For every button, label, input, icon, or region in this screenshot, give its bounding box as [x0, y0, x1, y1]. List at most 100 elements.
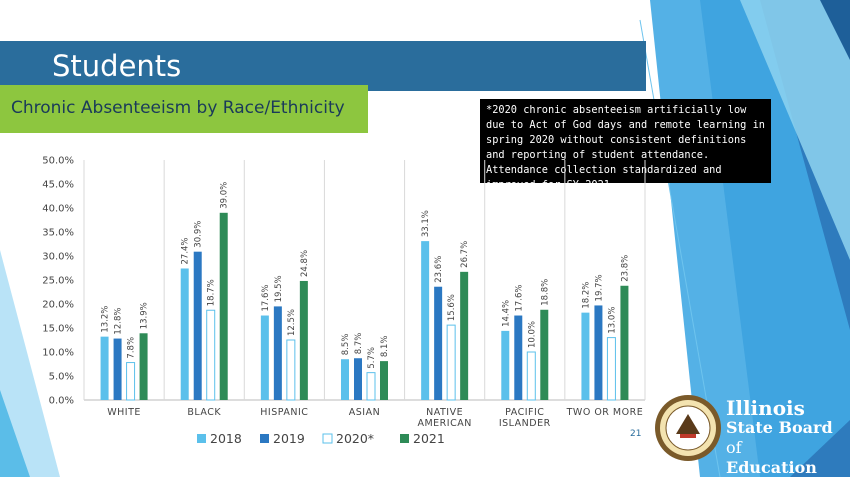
data-label: 13.0%: [607, 307, 617, 334]
bar: [126, 362, 136, 401]
legend-swatch: [260, 434, 269, 443]
x-tick-label: HISPANIC: [260, 407, 308, 418]
y-tick-label: 15.0%: [42, 324, 74, 335]
y-tick-label: 25.0%: [42, 276, 74, 287]
bar: [581, 312, 590, 400]
legend-label: 2021: [413, 431, 445, 446]
deco-shape: [820, 0, 850, 60]
bar: [341, 359, 349, 400]
bar: [380, 361, 388, 400]
legend-swatch: [322, 433, 333, 444]
bar: [526, 351, 536, 401]
deco-shape: [0, 390, 30, 477]
bar: [620, 285, 629, 400]
data-label: 18.8%: [540, 279, 550, 306]
y-tick-label: 45.0%: [42, 180, 74, 191]
data-label: 17.6%: [261, 285, 271, 312]
footnote-box: *2020 chronic absenteeism artificially l…: [480, 99, 771, 191]
logo-line-of: of: [726, 438, 742, 457]
data-label: 33.1%: [421, 210, 431, 237]
y-tick-label: 40.0%: [42, 204, 74, 215]
y-tick-label: 0.0%: [49, 396, 74, 407]
bar: [180, 268, 189, 400]
bar: [139, 333, 148, 400]
data-label: 19.5%: [274, 275, 284, 302]
data-label: 12.8%: [114, 308, 124, 335]
data-label: 7.8%: [127, 337, 137, 359]
logo-line-illinois: Illinois: [726, 396, 805, 420]
bar: [219, 212, 228, 400]
data-label: 10.0%: [527, 321, 537, 348]
bar: [354, 358, 362, 400]
legend-swatch: [197, 434, 206, 443]
bar: [514, 315, 523, 400]
bar: [421, 241, 430, 400]
bar: [286, 339, 296, 401]
y-tick-label: 20.0%: [42, 300, 74, 311]
bar: [540, 309, 549, 400]
bar: [193, 251, 202, 400]
data-label: 23.8%: [620, 255, 630, 282]
data-label: 39.0%: [220, 182, 230, 209]
bar: [366, 372, 376, 401]
y-tick-label: 5.0%: [49, 372, 74, 383]
bar-chart: 0.0% 5.0% 10.0% 15.0% 20.0% 25.0% 30.0% 35.0% 40…: [42, 156, 646, 446]
bar: [606, 337, 616, 401]
y-tick-label: 30.0%: [42, 252, 74, 263]
bar: [501, 330, 510, 400]
data-label: 19.7%: [594, 274, 604, 301]
bar: [460, 271, 469, 400]
legend-label: 2018: [210, 431, 242, 446]
x-tick-label: NATIVE: [426, 407, 463, 418]
data-label: 8.1%: [380, 336, 390, 358]
data-label: 17.6%: [514, 285, 524, 312]
data-label: 30.9%: [194, 221, 204, 248]
data-label: 13.9%: [140, 302, 150, 329]
legend-label: 2019: [273, 431, 305, 446]
y-tick-label: 50.0%: [42, 156, 74, 167]
data-label: 18.2%: [581, 282, 591, 309]
x-tick-label: TWO OR MORE: [566, 407, 644, 418]
legend-label: 2020*: [336, 431, 374, 446]
y-tick-label: 35.0%: [42, 228, 74, 239]
title-bar: [0, 41, 646, 91]
bar: [594, 305, 603, 400]
data-label: 8.7%: [354, 333, 364, 355]
x-tick-label: AMERICAN: [417, 418, 471, 429]
bar: [100, 336, 109, 400]
bar: [113, 338, 122, 400]
slide-title: Students: [52, 49, 182, 83]
x-tick-label: ISLANDER: [499, 418, 551, 429]
data-label: 23.6%: [434, 256, 444, 283]
data-label: 15.6%: [447, 294, 457, 321]
x-tick-label: BLACK: [187, 407, 221, 418]
subtitle-bar: [0, 85, 368, 133]
data-label: 18.7%: [207, 279, 217, 306]
deco-shape: [740, 0, 850, 260]
logo-line-state-board: State Board: [726, 418, 833, 437]
data-label: 12.5%: [287, 309, 297, 336]
legend-swatch: [400, 434, 409, 443]
data-label: 27.4%: [181, 237, 191, 264]
bar: [273, 306, 282, 400]
bar: [434, 286, 443, 400]
data-label: 24.8%: [300, 250, 310, 277]
bar: [260, 315, 269, 400]
x-tick-label: WHITE: [107, 407, 141, 418]
data-label: 14.4%: [501, 300, 511, 327]
deco-shape: [0, 250, 60, 477]
page-number: 21: [630, 429, 642, 439]
bar: [299, 280, 308, 400]
bar: [446, 324, 456, 401]
x-tick-label: ASIAN: [349, 407, 380, 418]
isbe-logo: [655, 395, 721, 461]
logo-line-education: Education: [726, 458, 817, 477]
slide-subtitle: Chronic Absenteeism by Race/Ethnicity: [11, 98, 345, 118]
data-label: 26.7%: [460, 241, 470, 268]
data-label: 13.2%: [101, 306, 111, 333]
bar: [206, 309, 216, 401]
data-label: 8.5%: [341, 334, 351, 356]
x-tick-label: PACIFIC: [505, 407, 544, 418]
data-label: 5.7%: [367, 347, 377, 369]
isbe-wordmark: Illinois State Board of Education: [726, 398, 850, 478]
